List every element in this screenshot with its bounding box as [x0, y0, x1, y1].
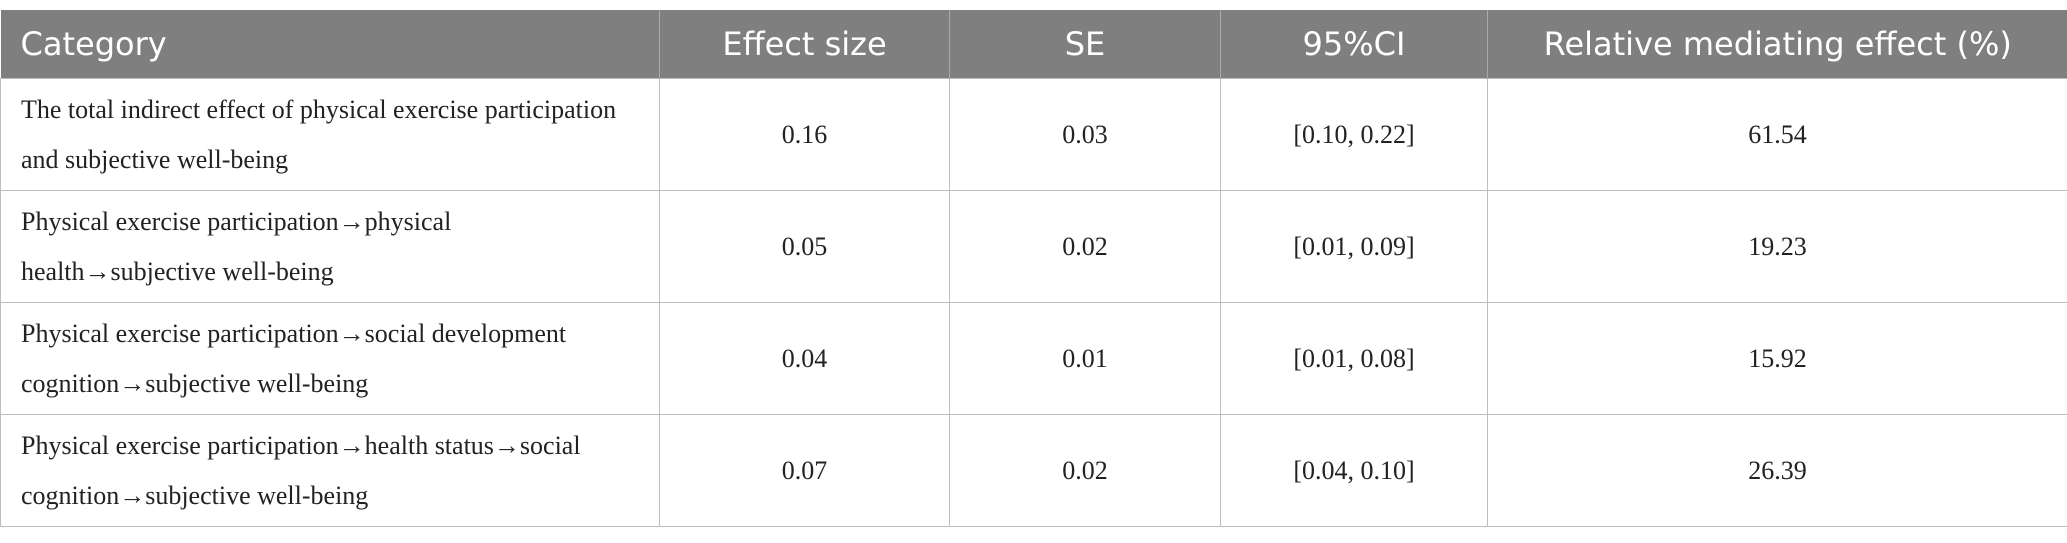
value-cell: 0.02	[949, 190, 1221, 303]
header-cell: Category	[0, 10, 660, 79]
value-cell: [0.04, 0.10]	[1220, 414, 1488, 527]
value-cell: 0.05	[659, 190, 950, 303]
table: Category Effect size SE 95%CI Relative media…	[0, 10, 2067, 527]
table-header: Category Effect size SE 95%CI Relative media…	[0, 10, 2067, 79]
value-cell: 0.01	[949, 302, 1221, 415]
value-cell: 0.04	[659, 302, 950, 415]
value-cell: 61.54	[1487, 78, 2067, 191]
value-cell: 0.16	[659, 78, 950, 191]
table-body: The total indirect effect of physical ex…	[0, 78, 2067, 527]
value-cell: 26.39	[1487, 414, 2067, 527]
table-row: Physical exercise participation→health s…	[0, 414, 2067, 527]
category-cell: Physical exercise participation→physical…	[0, 190, 660, 303]
category-cell: Physical exercise participation→social d…	[0, 302, 660, 415]
header-cell: SE	[949, 10, 1221, 79]
value-cell: [0.10, 0.22]	[1220, 78, 1488, 191]
category-cell: Physical exercise participation→health s…	[0, 414, 660, 527]
table-row: Physical exercise participation→physical…	[0, 190, 2067, 303]
value-cell: 15.92	[1487, 302, 2067, 415]
header-cell: Effect size	[659, 10, 950, 79]
value-cell: [0.01, 0.09]	[1220, 190, 1488, 303]
value-cell: 0.02	[949, 414, 1221, 527]
value-cell: 0.03	[949, 78, 1221, 191]
category-cell: The total indirect effect of physical ex…	[0, 78, 660, 191]
header-cell: Relative mediating effect (%)	[1487, 10, 2067, 79]
value-cell: 0.07	[659, 414, 950, 527]
value-cell: [0.01, 0.08]	[1220, 302, 1488, 415]
header-row: Category Effect size SE 95%CI Relative media…	[0, 10, 2067, 79]
value-cell: 19.23	[1487, 190, 2067, 303]
header-cell: 95%CI	[1220, 10, 1488, 79]
table-row: Physical exercise participation→social d…	[0, 302, 2067, 415]
table-row: The total indirect effect of physical ex…	[0, 78, 2067, 191]
